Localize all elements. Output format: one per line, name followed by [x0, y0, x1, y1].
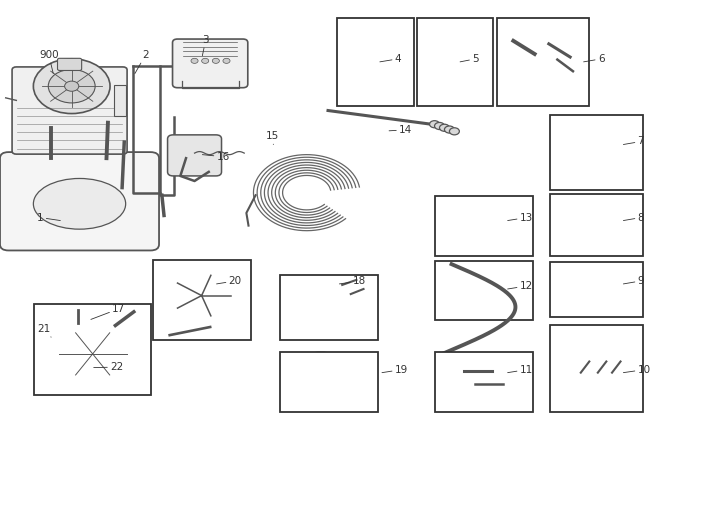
Text: 20: 20	[217, 276, 241, 286]
Text: 3: 3	[202, 35, 209, 56]
Circle shape	[67, 336, 118, 372]
Bar	[550, 194, 643, 256]
Bar	[550, 115, 643, 190]
Bar	[34, 304, 151, 395]
Circle shape	[105, 309, 116, 317]
Circle shape	[288, 352, 354, 399]
Text: 7: 7	[623, 136, 644, 147]
Circle shape	[33, 59, 110, 114]
Bar	[497, 18, 589, 106]
Bar	[498, 222, 514, 231]
Bar	[550, 325, 643, 412]
Bar	[550, 262, 643, 317]
Circle shape	[327, 320, 349, 337]
Text: 9: 9	[623, 276, 644, 286]
Text: 5: 5	[460, 54, 479, 64]
Bar	[417, 18, 493, 106]
Circle shape	[310, 368, 332, 383]
Text: 12: 12	[508, 281, 533, 291]
Text: 13: 13	[508, 212, 533, 223]
Bar	[453, 206, 469, 215]
Bar	[435, 261, 532, 320]
Circle shape	[579, 213, 613, 237]
Circle shape	[444, 126, 454, 133]
Bar	[475, 392, 492, 401]
Text: 19: 19	[382, 365, 408, 375]
Text: 16: 16	[202, 152, 230, 162]
Circle shape	[439, 124, 449, 131]
Text: 1: 1	[37, 212, 60, 223]
FancyBboxPatch shape	[173, 39, 248, 88]
Circle shape	[52, 324, 134, 383]
Text: 22: 22	[94, 362, 124, 372]
Circle shape	[449, 128, 459, 135]
Circle shape	[158, 264, 246, 327]
Text: 17: 17	[91, 304, 126, 319]
Text: 900: 900	[39, 50, 59, 74]
Ellipse shape	[562, 141, 572, 152]
Circle shape	[589, 284, 604, 295]
Circle shape	[430, 121, 439, 128]
FancyBboxPatch shape	[353, 47, 398, 95]
Circle shape	[173, 329, 182, 336]
Circle shape	[48, 69, 95, 103]
Circle shape	[307, 302, 338, 324]
Ellipse shape	[33, 178, 126, 229]
Text: 14: 14	[389, 125, 413, 135]
Bar	[366, 35, 385, 49]
Text: 15: 15	[266, 131, 280, 144]
Text: 18: 18	[339, 276, 366, 286]
Bar	[487, 237, 503, 246]
Bar	[280, 275, 378, 340]
FancyBboxPatch shape	[58, 58, 82, 70]
Polygon shape	[535, 71, 552, 82]
Polygon shape	[513, 65, 531, 77]
FancyBboxPatch shape	[12, 67, 127, 154]
Text: 8: 8	[623, 212, 644, 223]
Bar	[435, 352, 532, 412]
Bar	[280, 352, 378, 412]
Text: 4: 4	[380, 54, 401, 64]
Circle shape	[191, 58, 198, 63]
Circle shape	[202, 58, 209, 63]
Ellipse shape	[621, 154, 631, 164]
Circle shape	[300, 283, 328, 303]
Text: 21: 21	[37, 324, 51, 337]
Polygon shape	[567, 348, 633, 385]
Bar	[476, 222, 491, 231]
Bar	[153, 260, 251, 340]
FancyBboxPatch shape	[168, 135, 222, 176]
FancyBboxPatch shape	[121, 308, 136, 322]
Circle shape	[65, 81, 79, 91]
Bar	[337, 18, 414, 106]
FancyBboxPatch shape	[363, 28, 388, 38]
Polygon shape	[555, 62, 571, 72]
Bar	[464, 237, 480, 246]
Text: 2: 2	[135, 50, 148, 74]
Bar	[476, 206, 491, 215]
Circle shape	[168, 271, 236, 320]
Bar	[435, 196, 532, 256]
FancyBboxPatch shape	[323, 388, 368, 406]
Circle shape	[212, 58, 219, 63]
Text: 6: 6	[584, 54, 604, 64]
FancyBboxPatch shape	[0, 152, 159, 250]
Circle shape	[589, 220, 604, 231]
Circle shape	[195, 291, 209, 301]
Ellipse shape	[562, 142, 631, 163]
Bar	[498, 206, 514, 215]
Circle shape	[334, 288, 356, 304]
Text: 10: 10	[623, 365, 650, 375]
Bar	[114, 85, 126, 116]
Circle shape	[435, 123, 444, 129]
Circle shape	[223, 58, 230, 63]
Text: 11: 11	[508, 365, 533, 375]
Polygon shape	[579, 279, 613, 300]
Bar	[453, 222, 469, 231]
